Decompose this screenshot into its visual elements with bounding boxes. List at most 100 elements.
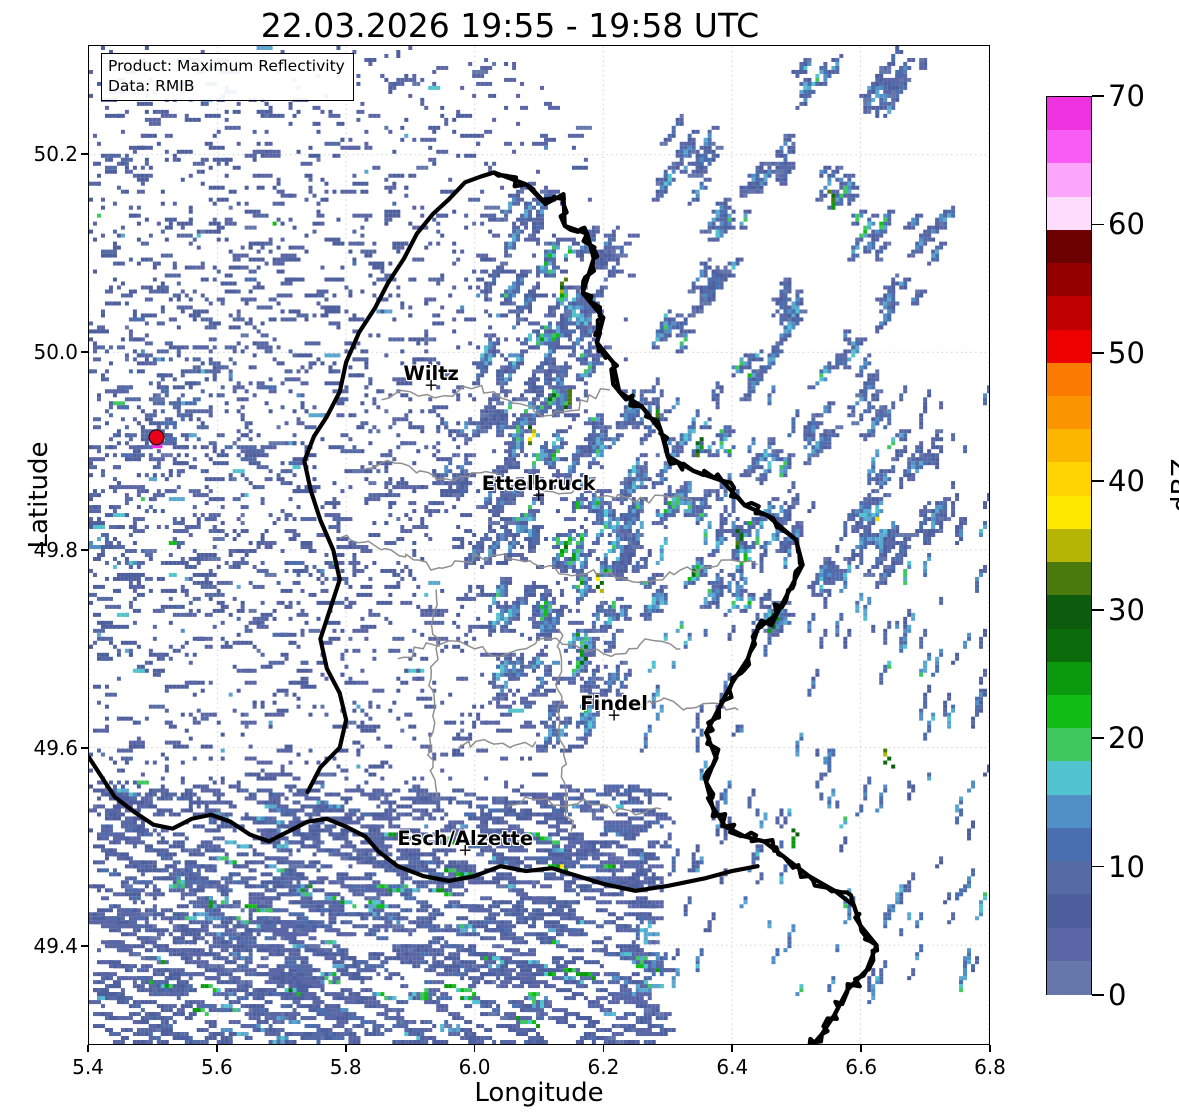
- colorbar-tick-label: 20: [1108, 721, 1145, 756]
- city-marker-cross: +: [423, 375, 439, 396]
- national-border-detail: [491, 170, 880, 1044]
- colorbar-band: [1047, 728, 1091, 763]
- admin-boundary: [381, 384, 610, 418]
- x-tick-label: 6.4: [716, 1055, 749, 1079]
- radar-plot-area: Product: Maximum Reflectivity Data: RMIB…: [88, 45, 990, 1045]
- admin-boundary: [458, 738, 537, 749]
- colorbar-band: [1047, 229, 1091, 264]
- colorbar-band: [1047, 130, 1091, 165]
- radar-site-layer: [148, 429, 165, 449]
- colorbar-band: [1047, 263, 1091, 297]
- y-tick-mark: [81, 945, 88, 947]
- admin-boundary: [506, 796, 662, 816]
- y-tick-mark: [81, 549, 88, 551]
- colorbar-tick-mark: [1092, 223, 1104, 226]
- colorbar-band: [1047, 894, 1091, 929]
- colorbar: [1046, 96, 1092, 995]
- city-label-wiltz: Wiltz: [403, 361, 459, 385]
- x-tick-label: 5.4: [72, 1055, 104, 1079]
- admin-boundary-layer: [339, 384, 758, 832]
- colorbar-band: [1047, 695, 1091, 729]
- city-marker-cross: +: [531, 485, 546, 506]
- colorbar-tick-label: 70: [1108, 79, 1145, 113]
- colorbar-tick-label: 10: [1108, 849, 1145, 884]
- y-tick-mark: [81, 153, 88, 155]
- colorbar-band: [1047, 927, 1091, 962]
- colorbar-tick-mark: [1092, 608, 1104, 611]
- admin-boundary: [365, 459, 694, 504]
- city-label-findel: Findel: [580, 692, 648, 716]
- colorbar-band: [1047, 163, 1091, 198]
- colorbar-tick-label: 30: [1108, 592, 1145, 627]
- colorbar-band: [1047, 861, 1091, 895]
- colorbar-tick-mark: [1092, 480, 1104, 483]
- colorbar-tick-label: 60: [1108, 207, 1145, 242]
- national-border-layer: [89, 170, 880, 1044]
- colorbar-band: [1047, 462, 1091, 497]
- colorbar-band: [1047, 528, 1091, 563]
- colorbar-band: [1047, 396, 1091, 430]
- city-label-esch-alzette: Esch/Alzette: [397, 826, 534, 850]
- city-label-ettelbruck: Ettelbruck: [481, 472, 596, 496]
- x-tick-mark: [344, 1045, 347, 1052]
- colorbar-band: [1047, 794, 1091, 829]
- x-axis-label: Longitude: [474, 1078, 604, 1108]
- colorbar-band: [1047, 495, 1091, 530]
- x-tick-mark: [989, 1045, 991, 1052]
- colorbar-band: [1047, 97, 1091, 131]
- data-source-line: Data: RMIB: [108, 76, 195, 95]
- colorbar-band: [1047, 429, 1091, 464]
- x-tick-mark: [216, 1045, 218, 1052]
- y-tick-mark: [81, 351, 88, 353]
- admin-boundary: [635, 697, 739, 711]
- y-tick-label: 50.2: [33, 141, 78, 166]
- y-tick-label: 49.6: [33, 735, 78, 760]
- x-tick-label: 6.8: [974, 1055, 1006, 1079]
- colorbar-band: [1047, 562, 1091, 596]
- colorbar-band: [1047, 329, 1091, 364]
- x-tick-label: 6.0: [458, 1055, 491, 1079]
- x-tick-label: 5.6: [200, 1055, 233, 1079]
- x-tick-mark: [87, 1045, 89, 1052]
- x-tick-mark: [473, 1045, 476, 1052]
- colorbar-tick-mark: [1092, 95, 1104, 97]
- page-title: 22.03.2026 19:55 - 19:58 UTC: [260, 6, 760, 45]
- x-tick-mark: [602, 1045, 605, 1052]
- colorbar-title: dBZ: [1166, 458, 1179, 513]
- colorbar-band: [1047, 196, 1091, 231]
- colorbar-tick-mark: [1092, 994, 1104, 996]
- colorbar-band: [1047, 595, 1091, 630]
- radar-site-marker: [148, 429, 165, 446]
- colorbar-tick-label: 40: [1108, 464, 1145, 499]
- colorbar-band: [1047, 661, 1091, 696]
- radar-map-svg: [89, 46, 989, 1044]
- y-tick-label: 49.4: [33, 933, 78, 958]
- city-marker-cross: +: [606, 705, 622, 726]
- colorbar-band: [1047, 761, 1091, 796]
- admin-boundary: [397, 637, 681, 660]
- colorbar-band: [1047, 296, 1091, 331]
- y-tick-label: 50.0: [33, 339, 78, 364]
- product-line: Product: Maximum Reflectivity: [108, 57, 345, 75]
- y-axis-label: Latitude: [24, 441, 54, 549]
- x-tick-mark: [860, 1045, 862, 1052]
- colorbar-band: [1047, 362, 1091, 397]
- admin-boundary: [339, 534, 758, 584]
- colorbar-band: [1047, 628, 1091, 663]
- product-info-box: Product: Maximum Reflectivity Data: RMIB: [101, 53, 354, 102]
- colorbar-band: [1047, 827, 1091, 862]
- x-tick-label: 6.6: [845, 1055, 878, 1079]
- admin-boundary: [554, 628, 575, 832]
- colorbar-tick-mark: [1092, 865, 1104, 868]
- x-tick-label: 5.8: [329, 1055, 362, 1079]
- y-tick-label: 49.8: [33, 537, 78, 562]
- colorbar-tick-mark: [1092, 352, 1104, 354]
- x-tick-label: 6.2: [587, 1055, 620, 1079]
- radar-echo-layer: [89, 46, 989, 1044]
- national-border: [89, 755, 760, 893]
- colorbar-tick-label: 50: [1108, 335, 1145, 370]
- y-tick-mark: [81, 747, 88, 749]
- city-marker-cross: +: [458, 840, 473, 861]
- x-tick-mark: [731, 1045, 734, 1052]
- admin-boundary: [426, 589, 440, 798]
